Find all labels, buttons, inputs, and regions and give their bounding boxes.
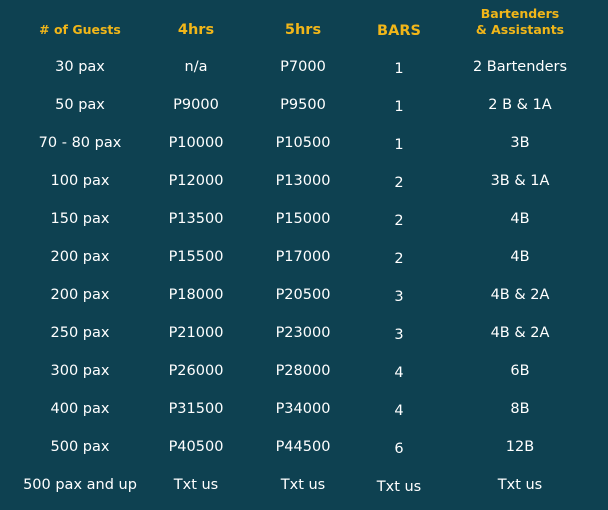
cell-4hrs: P18000 [168,287,224,303]
header-bartenders-line-1: Bartenders [480,6,560,21]
cell-4hrs: P13500 [168,211,224,227]
cell-5hrs: P10500 [275,135,331,151]
header-4hrs-line: 4hrs [177,22,215,38]
cell-guests: 500 pax [50,439,110,455]
cell-guests: 200 pax [50,287,110,303]
cell-bars: 1 [394,137,404,153]
cell-4hrs: P31500 [168,401,224,417]
cell-staff: 2 Bartenders [472,59,568,75]
cell-4hrs: n/a [184,59,208,75]
cell-5hrs: P20500 [275,287,331,303]
cell-guests: 200 pax [50,249,110,265]
cell-5hrs: P13000 [275,173,331,189]
cell-staff: 12B [505,439,535,455]
cell-4hrs: P12000 [168,173,224,189]
header-4hrs: 4hrs [178,22,214,38]
cell-bars: 3 [394,289,404,305]
header-bars-line: BARS [377,23,421,39]
cell-bars: 1 [394,99,404,115]
cell-staff: 4B [510,211,530,227]
cell-bars: 6 [394,441,404,457]
cell-guests: 100 pax [50,173,110,189]
header-5hrs-line: 5hrs [284,22,322,38]
cell-4hrs: P21000 [168,325,224,341]
cell-guests: 250 pax [50,325,110,341]
cell-staff: 4B [510,249,530,265]
cell-guests: 150 pax [50,211,110,227]
cell-4hrs: P40500 [168,439,224,455]
cell-staff: 3B [510,135,530,151]
header-guests: # of Guests [39,22,121,38]
header-guests-line: # of Guests [39,22,121,37]
cell-bars: 2 [394,175,404,191]
cell-staff: 6B [510,363,530,379]
cell-guests: 500 pax and up [23,477,137,493]
cell-bars: 1 [394,61,404,77]
cell-staff: 8B [510,401,530,417]
cell-4hrs: P9000 [173,97,219,113]
cell-5hrs: Txt us [280,477,326,493]
cell-guests: 400 pax [50,401,110,417]
cell-staff: 4B & 2A [490,287,550,303]
cell-4hrs: Txt us [173,477,219,493]
cell-guests: 30 pax [55,59,105,75]
cell-4hrs: P10000 [168,135,224,151]
cell-bars: 2 [394,251,404,267]
cell-guests: 70 - 80 pax [38,135,122,151]
cell-bars: 4 [394,365,404,381]
header-bartenders: Bartenders & Assistants [476,6,564,38]
cell-bars: 4 [394,403,404,419]
cell-guests: 50 pax [55,97,105,113]
header-5hrs: 5hrs [285,22,321,38]
cell-bars: 3 [394,327,404,343]
cell-5hrs: P17000 [275,249,331,265]
cell-4hrs: P26000 [168,363,224,379]
cell-staff: 2 B & 1A [488,97,552,113]
cell-bars: 2 [394,213,404,229]
cell-5hrs: P15000 [275,211,331,227]
cell-staff: 3B & 1A [490,173,550,189]
cell-5hrs: P9500 [280,97,326,113]
cell-4hrs: P15500 [168,249,224,265]
cell-5hrs: P34000 [275,401,331,417]
cell-staff: Txt us [497,477,543,493]
header-bartenders-line-2: & Assistants [475,22,565,37]
cell-5hrs: P23000 [275,325,331,341]
cell-bars: Txt us [376,479,422,495]
cell-guests: 300 pax [50,363,110,379]
header-bars: BARS [377,23,421,39]
cell-5hrs: P28000 [275,363,331,379]
cell-5hrs: P44500 [275,439,331,455]
cell-5hrs: P7000 [280,59,326,75]
cell-staff: 4B & 2A [490,325,550,341]
